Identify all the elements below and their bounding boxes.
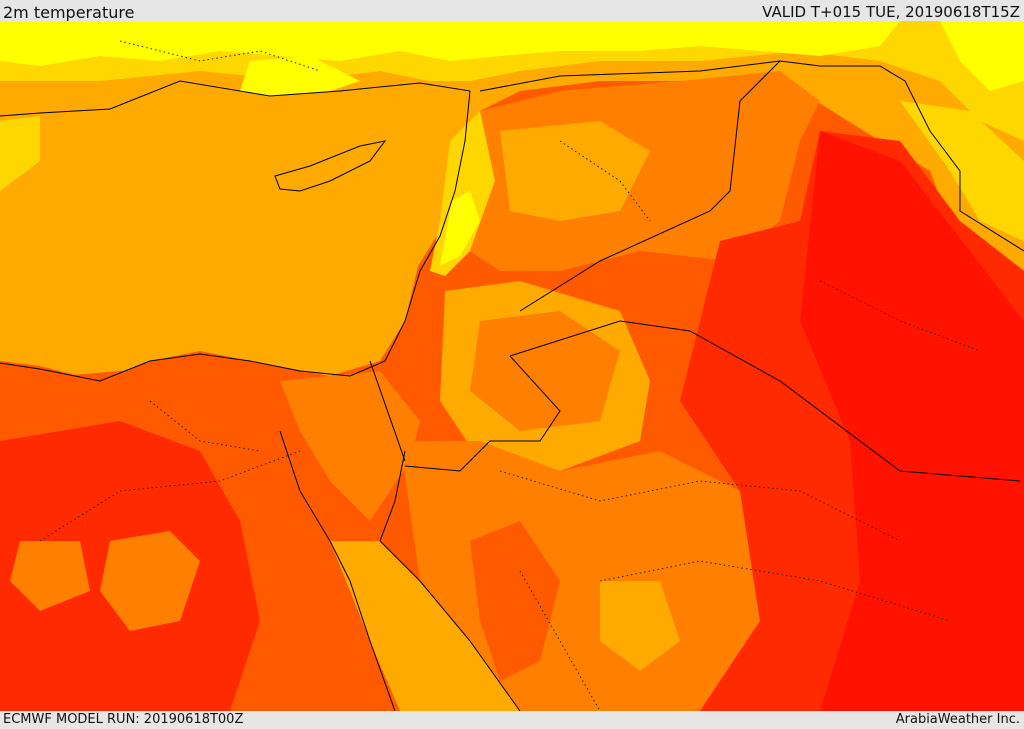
border-jordan-saudi bbox=[509, 320, 1021, 482]
admin-line-1 bbox=[39, 450, 301, 542]
coastline-red-sea-east bbox=[379, 540, 521, 711]
valid-time-label: VALID T+015 TUE, 20190618T15Z bbox=[762, 3, 1020, 21]
field-north-yellow bbox=[0, 21, 900, 66]
field-sinai-orange bbox=[280, 371, 420, 521]
field-ne-yellow bbox=[940, 21, 1024, 91]
field-saudi-red-strip bbox=[470, 521, 560, 681]
admin-line-7 bbox=[119, 40, 321, 72]
border-jordan-east bbox=[404, 355, 561, 472]
admin-line-5 bbox=[559, 140, 651, 222]
footer-bar bbox=[0, 711, 1024, 729]
field-west-light bbox=[0, 116, 40, 191]
admin-line-4 bbox=[149, 400, 261, 452]
map-title: 2m temperature bbox=[3, 3, 135, 22]
coastline-gulf-aqaba bbox=[379, 450, 406, 542]
admin-line-3 bbox=[599, 560, 951, 622]
header-bar bbox=[0, 0, 1024, 21]
coastline-cyprus bbox=[274, 140, 387, 192]
coastline-turkey-south bbox=[0, 80, 471, 117]
model-run-label: ECMWF MODEL RUN: 20190618T00Z bbox=[3, 712, 244, 727]
field-levant-yellow bbox=[440, 191, 480, 266]
temperature-map bbox=[0, 21, 1024, 711]
border-sinai bbox=[369, 360, 406, 462]
field-egypt-orange-blob-2 bbox=[10, 541, 90, 611]
field-jordan-deep bbox=[470, 311, 620, 431]
field-iraq-hottest bbox=[800, 131, 1024, 711]
coastline-red-sea-west bbox=[329, 540, 396, 711]
coastline-gulf-suez bbox=[279, 430, 331, 542]
coastline-levant bbox=[0, 90, 471, 382]
field-syria-orange bbox=[470, 71, 820, 271]
field-north-yellow-2 bbox=[240, 56, 360, 101]
field-mediterranean bbox=[0, 81, 470, 381]
border-syria-iraq bbox=[519, 60, 781, 312]
field-saudi-light-blob bbox=[600, 581, 680, 671]
field-syria-light bbox=[500, 121, 650, 221]
field-red-sea bbox=[330, 541, 520, 711]
border-turkey bbox=[479, 60, 1024, 252]
field-egypt-orange-blob bbox=[100, 531, 200, 631]
field-ne-light-2 bbox=[900, 101, 1024, 241]
credit-label: ArabiaWeather Inc. bbox=[895, 712, 1020, 727]
